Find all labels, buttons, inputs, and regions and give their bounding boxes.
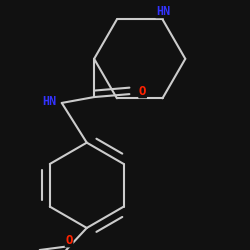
- Text: HN: HN: [156, 4, 170, 18]
- Text: HN: HN: [42, 95, 56, 108]
- Text: O: O: [65, 234, 73, 247]
- Text: O: O: [139, 85, 146, 98]
